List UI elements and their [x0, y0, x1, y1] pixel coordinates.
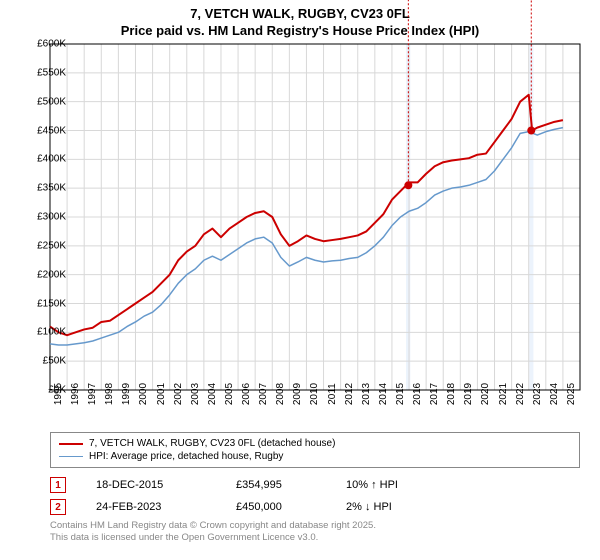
x-tick-label: 1997	[87, 383, 98, 405]
transaction-delta: 2% ↓ HPI	[346, 501, 446, 513]
x-tick-label: 2006	[241, 383, 252, 405]
transaction-row: 1 18-DEC-2015 £354,995 10% ↑ HPI	[50, 474, 580, 496]
y-tick-label: £600K	[37, 39, 66, 50]
x-tick-label: 2000	[138, 383, 149, 405]
transaction-delta: 10% ↑ HPI	[346, 479, 446, 491]
transaction-marker: 1	[50, 477, 66, 493]
legend-label: HPI: Average price, detached house, Rugb…	[89, 451, 283, 462]
chart-svg: 12	[50, 44, 580, 390]
x-tick-label: 2005	[224, 383, 235, 405]
x-tick-label: 2002	[173, 383, 184, 405]
x-tick-label: 2021	[498, 383, 509, 405]
legend-swatch	[59, 456, 83, 458]
x-tick-label: 2014	[378, 383, 389, 405]
footer-line1: Contains HM Land Registry data © Crown c…	[50, 520, 376, 531]
x-tick-label: 2018	[446, 383, 457, 405]
transaction-price: £450,000	[236, 501, 316, 513]
transaction-row: 2 24-FEB-2023 £450,000 2% ↓ HPI	[50, 496, 580, 518]
x-tick-label: 1998	[104, 383, 115, 405]
legend-item: HPI: Average price, detached house, Rugb…	[59, 450, 571, 463]
footer-text: Contains HM Land Registry data © Crown c…	[50, 520, 580, 545]
legend-label: 7, VETCH WALK, RUGBY, CV23 0FL (detached…	[89, 438, 335, 449]
plot-area: 12	[50, 44, 580, 390]
x-tick-label: 2017	[429, 383, 440, 405]
x-tick-label: 2015	[395, 383, 406, 405]
transaction-price: £354,995	[236, 479, 316, 491]
x-tick-label: 2023	[532, 383, 543, 405]
y-tick-label: £150K	[37, 298, 66, 309]
x-tick-label: 2016	[412, 383, 423, 405]
transactions-table: 1 18-DEC-2015 £354,995 10% ↑ HPI 2 24-FEB-202…	[50, 474, 580, 518]
y-tick-label: £400K	[37, 154, 66, 165]
y-tick-label: £50K	[43, 356, 66, 367]
y-tick-label: £100K	[37, 327, 66, 338]
x-tick-label: 2019	[463, 383, 474, 405]
transaction-date: 18-DEC-2015	[96, 479, 206, 491]
x-tick-label: 2012	[344, 383, 355, 405]
x-tick-label: 2001	[156, 383, 167, 405]
x-tick-label: 2008	[275, 383, 286, 405]
x-tick-label: 2024	[549, 383, 560, 405]
x-tick-label: 2013	[361, 383, 372, 405]
transaction-date: 24-FEB-2023	[96, 501, 206, 513]
y-tick-label: £550K	[37, 67, 66, 78]
y-tick-label: £450K	[37, 125, 66, 136]
legend-swatch	[59, 443, 83, 445]
y-tick-label: £250K	[37, 240, 66, 251]
y-tick-label: £350K	[37, 183, 66, 194]
title-line1: 7, VETCH WALK, RUGBY, CV23 0FL	[190, 6, 410, 21]
x-tick-label: 2009	[292, 383, 303, 405]
x-tick-label: 2010	[309, 383, 320, 405]
title-line2: Price paid vs. HM Land Registry's House …	[121, 23, 480, 38]
x-tick-label: 2011	[327, 383, 338, 405]
transaction-marker: 2	[50, 499, 66, 515]
x-tick-label: 1995	[53, 383, 64, 405]
x-tick-label: 2003	[190, 383, 201, 405]
y-tick-label: £200K	[37, 269, 66, 280]
y-tick-label: £500K	[37, 96, 66, 107]
chart-container: 7, VETCH WALK, RUGBY, CV23 0FL Price pai…	[0, 0, 600, 560]
x-tick-label: 2004	[207, 383, 218, 405]
x-tick-label: 2022	[515, 383, 526, 405]
chart-title: 7, VETCH WALK, RUGBY, CV23 0FL Price pai…	[0, 0, 600, 40]
x-tick-label: 1999	[121, 383, 132, 405]
y-tick-label: £300K	[37, 212, 66, 223]
x-tick-label: 1996	[70, 383, 81, 405]
footer-line2: This data is licensed under the Open Gov…	[50, 532, 318, 543]
x-tick-label: 2025	[566, 383, 577, 405]
legend: 7, VETCH WALK, RUGBY, CV23 0FL (detached…	[50, 432, 580, 468]
legend-item: 7, VETCH WALK, RUGBY, CV23 0FL (detached…	[59, 437, 571, 450]
x-tick-label: 2020	[480, 383, 491, 405]
x-tick-label: 2007	[258, 383, 269, 405]
